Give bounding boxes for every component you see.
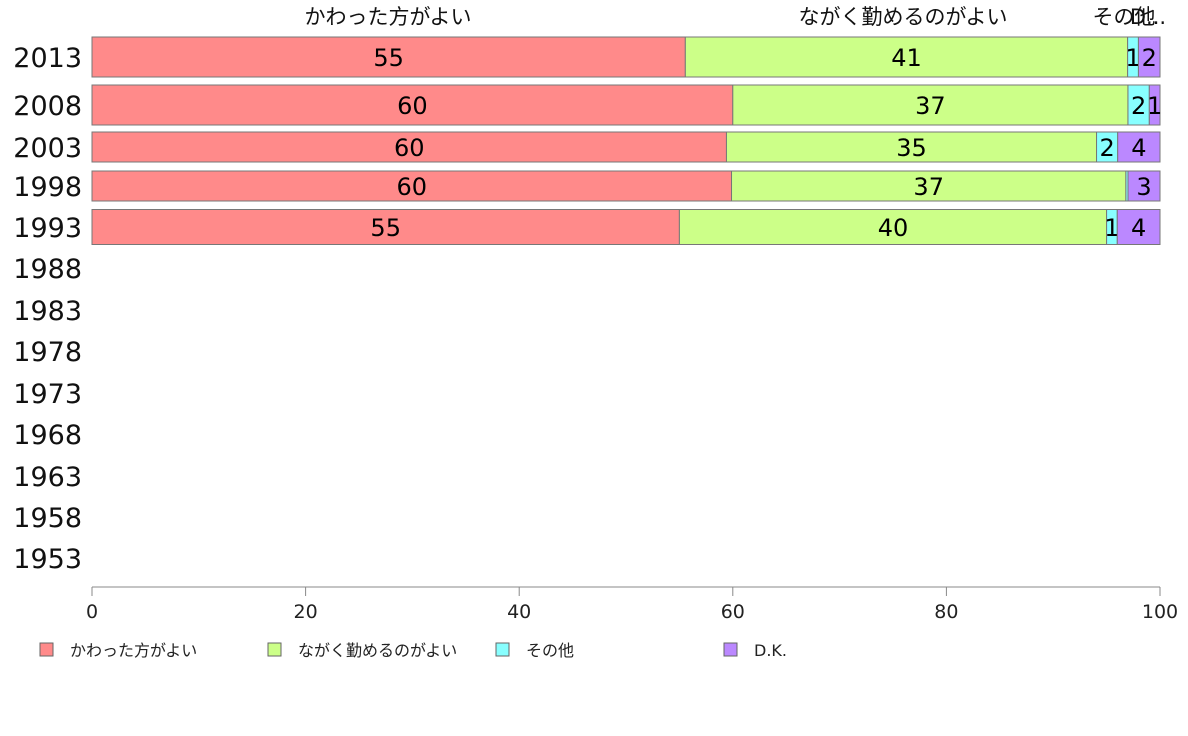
- data-label: 2: [1099, 134, 1114, 162]
- bar-segment: [1148, 84, 1161, 126]
- y-axis-labels: 2013 2008 2003 1998 1993 1988 1983 1978 1973 1968…: [13, 43, 82, 575]
- data-label: 1: [1147, 92, 1162, 120]
- y-tick-label: 1998: [13, 172, 82, 203]
- legend-swatch: [723, 642, 738, 657]
- y-tick-label: 1953: [13, 544, 82, 575]
- y-tick-label: 2003: [13, 133, 82, 164]
- data-label: 37: [915, 92, 946, 120]
- y-tick-label: 1993: [13, 213, 82, 244]
- bar-segment: [684, 36, 1129, 78]
- data-label: 41: [891, 44, 922, 72]
- legend-label: ながく勤めるのがよい: [298, 641, 457, 660]
- data-label: 37: [913, 173, 944, 201]
- x-axis: 0 20 40 60 80 100: [86, 586, 1178, 623]
- data-label: 60: [397, 92, 428, 120]
- top-series-label: その他: [1093, 5, 1156, 29]
- legend-label: D.K.: [754, 641, 787, 660]
- data-label: 2: [1131, 92, 1146, 120]
- top-series-labels: かわった方がよい ながく勤めるのがよい その他D...: [305, 5, 1167, 29]
- x-tick-label: 80: [934, 601, 958, 623]
- bar-segment: [91, 84, 734, 126]
- data-label: 55: [370, 214, 401, 242]
- top-series-label: D...: [1130, 5, 1166, 29]
- bar-segment: [678, 209, 1108, 245]
- y-tick-label: 1963: [13, 462, 82, 493]
- legend-swatch: [39, 642, 54, 657]
- data-label: 2: [1142, 44, 1157, 72]
- bar-segment: [725, 131, 1098, 163]
- data-label: 40: [878, 214, 909, 242]
- x-tick-label: 40: [507, 601, 531, 623]
- legend-swatch: [267, 642, 282, 657]
- x-tick-label: 100: [1142, 601, 1178, 623]
- bar-segment: [91, 36, 686, 78]
- y-tick-label: 1988: [13, 254, 82, 285]
- x-tick-label: 60: [721, 601, 745, 623]
- y-tick-label: 2008: [13, 91, 82, 122]
- data-label: 1: [1104, 214, 1119, 242]
- y-tick-label: 1958: [13, 503, 82, 534]
- data-label: 60: [394, 134, 425, 162]
- bar-segment: [91, 170, 733, 202]
- legend-label: その他: [526, 641, 574, 660]
- top-series-label: かわった方がよい: [305, 5, 472, 29]
- x-tick-label: 20: [294, 601, 318, 623]
- bar-segment: [1117, 131, 1161, 163]
- data-label: 4: [1131, 134, 1146, 162]
- data-label: 35: [896, 134, 927, 162]
- y-tick-label: 1983: [13, 296, 82, 327]
- top-series-label: ながく勤めるのがよい: [799, 5, 1008, 29]
- data-label: 60: [396, 173, 427, 201]
- y-tick-label: 1978: [13, 337, 82, 368]
- bar-segment: [1127, 170, 1161, 202]
- bar-segment: [91, 209, 680, 245]
- bar-segment: [732, 84, 1129, 126]
- data-label: 4: [1131, 214, 1146, 242]
- legend-label: かわった方がよい: [70, 641, 197, 660]
- y-tick-label: 1973: [13, 379, 82, 410]
- legend: かわった方がよい ながく勤めるのがよい その他 D.K.: [39, 641, 787, 660]
- data-label: 1: [1125, 44, 1140, 72]
- bar-segment: [1116, 209, 1161, 245]
- y-tick-label: 1968: [13, 420, 82, 451]
- x-tick-label: 0: [86, 601, 98, 623]
- y-tick-label: 2013: [13, 43, 82, 74]
- legend-swatch: [495, 642, 510, 657]
- bars: 55 41 1 260 37 2 160 35 2 460 37 355 40 1 4: [91, 36, 1162, 245]
- data-label: 3: [1136, 173, 1151, 201]
- bar-segment: [731, 170, 1127, 202]
- data-label: 55: [373, 44, 404, 72]
- bar-segment: [1137, 36, 1161, 78]
